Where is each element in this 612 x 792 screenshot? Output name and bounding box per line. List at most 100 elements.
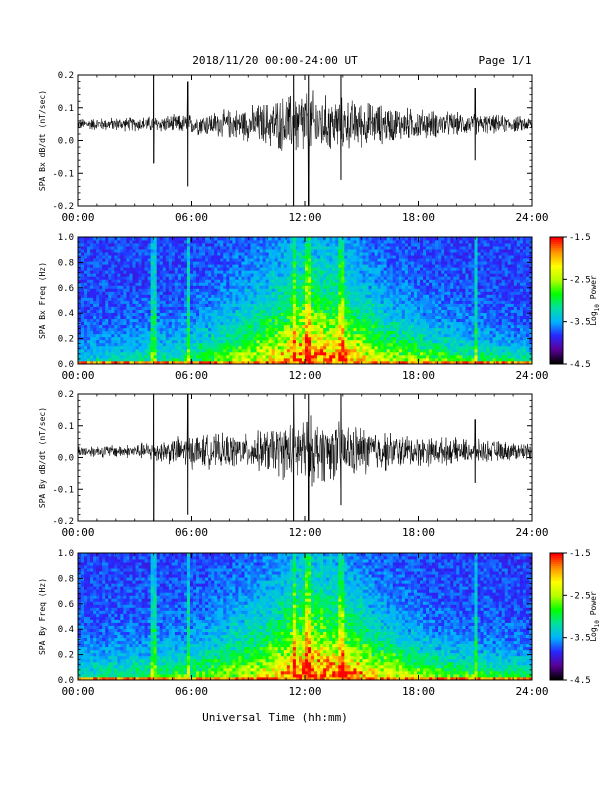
spectrogram-cell bbox=[217, 246, 221, 250]
spectrogram-cell bbox=[368, 258, 372, 262]
spectrogram-cell bbox=[329, 237, 333, 241]
spectrogram-cell bbox=[353, 333, 357, 338]
spectrogram-cell bbox=[347, 249, 351, 253]
spectrogram-cell bbox=[96, 333, 100, 338]
spectrogram-cell bbox=[292, 276, 297, 280]
spectrogram-cell bbox=[320, 351, 324, 356]
spectrogram-cell bbox=[404, 342, 409, 347]
spectrogram-cell bbox=[229, 294, 233, 298]
spectrogram-cell bbox=[120, 327, 124, 332]
spectrogram-cell bbox=[256, 324, 260, 329]
spectrogram-cell bbox=[320, 237, 324, 241]
spectrogram-cell bbox=[244, 348, 248, 353]
spectrogram-cell bbox=[208, 255, 212, 259]
spectrogram-cell bbox=[426, 270, 430, 274]
spectrogram-cell bbox=[220, 252, 224, 256]
spectrogram-cell bbox=[286, 306, 291, 310]
spectrogram-cell bbox=[286, 336, 291, 341]
spectrogram-cell bbox=[365, 294, 369, 298]
spectrogram-cell bbox=[87, 282, 91, 286]
spectrogram-cell bbox=[93, 360, 97, 365]
spectrogram-cell bbox=[208, 330, 212, 335]
spectrogram-cell bbox=[338, 348, 342, 353]
spectrogram-cell bbox=[102, 345, 106, 350]
spectrogram-cell bbox=[111, 300, 115, 304]
spectrogram-cell bbox=[374, 306, 379, 310]
spectrogram-cell bbox=[250, 240, 254, 244]
spectrogram-cell bbox=[308, 273, 312, 277]
spectrogram-cell bbox=[241, 297, 245, 301]
spectrogram-cell bbox=[407, 357, 412, 362]
spectrogram-cell bbox=[168, 324, 173, 329]
spectrogram-cell bbox=[395, 354, 400, 359]
spectrogram-cell bbox=[368, 306, 372, 310]
spectrogram-cell bbox=[123, 276, 127, 280]
spectrogram-cell bbox=[335, 264, 339, 268]
spectrogram-cell bbox=[271, 345, 276, 350]
spectrogram-cell bbox=[186, 315, 191, 320]
spectrogram-cell bbox=[96, 267, 100, 271]
spectrogram-cell bbox=[235, 339, 239, 344]
spectrogram-cell bbox=[196, 276, 200, 280]
y-tick-label: -0.2 bbox=[52, 202, 74, 212]
spectrogram-cell bbox=[84, 243, 88, 247]
spectrogram-cell bbox=[84, 345, 88, 350]
spectrogram-cell bbox=[180, 291, 185, 295]
spectrogram-cell bbox=[150, 258, 155, 262]
spectrogram-cell bbox=[129, 258, 133, 262]
spectrogram-cell bbox=[362, 285, 366, 289]
spectrogram-cell bbox=[341, 348, 345, 353]
spectrogram-cell bbox=[311, 306, 315, 310]
spectrogram-cell bbox=[117, 321, 121, 326]
plot-frame bbox=[77, 74, 533, 207]
spectrogram-cell bbox=[232, 324, 236, 329]
spectrogram-cell bbox=[317, 294, 321, 298]
spectrogram-cell bbox=[159, 357, 164, 362]
spectrogram-cell bbox=[120, 354, 124, 359]
spectrogram-cell bbox=[268, 342, 273, 347]
spectrogram-cell bbox=[277, 360, 282, 365]
spectrogram-cell bbox=[129, 267, 133, 271]
spectrogram-cell bbox=[223, 297, 227, 301]
spectrogram-cell bbox=[350, 264, 354, 268]
spectrogram-cell bbox=[132, 291, 136, 295]
spectrogram-cell bbox=[338, 246, 342, 250]
spectrogram-cell bbox=[141, 243, 145, 247]
spectrogram-cell bbox=[371, 267, 376, 271]
spectrogram-cell bbox=[383, 357, 388, 362]
spectrogram-cell bbox=[244, 306, 248, 310]
spectrogram-cell bbox=[135, 279, 139, 283]
spectrogram-cell bbox=[114, 261, 118, 265]
spectrogram-cell bbox=[317, 357, 321, 362]
spectrogram-cell bbox=[317, 270, 321, 274]
spectrogram-cell bbox=[259, 309, 264, 313]
spectrogram-cell bbox=[138, 339, 142, 344]
spectrogram-cell bbox=[308, 270, 312, 274]
spectrogram-cell bbox=[410, 351, 415, 356]
spectrogram-cell bbox=[356, 324, 360, 329]
spectrogram-cell bbox=[271, 303, 276, 307]
spectrogram-cell bbox=[247, 261, 251, 265]
spectrogram-cell bbox=[84, 339, 88, 344]
spectrogram-cell bbox=[238, 327, 242, 332]
spectrogram-cell bbox=[292, 324, 297, 329]
spectrogram-cell bbox=[99, 264, 103, 268]
spectrogram-cell bbox=[305, 360, 309, 365]
spectrogram-cell bbox=[171, 360, 176, 365]
spectrogram-cell bbox=[168, 360, 173, 365]
spectrogram-cell bbox=[238, 237, 242, 241]
spectrogram-cell bbox=[335, 249, 339, 253]
spectrogram-cell bbox=[380, 288, 385, 292]
spectrogram-cell bbox=[193, 264, 197, 268]
spectrogram-cell bbox=[87, 327, 91, 332]
spectrogram-cell bbox=[114, 342, 118, 347]
spectrogram-cell bbox=[96, 351, 100, 356]
spectrogram-cell bbox=[314, 252, 318, 256]
spectrogram-cell bbox=[165, 303, 170, 307]
spectrogram-cell bbox=[292, 255, 297, 259]
spectrogram-cell bbox=[404, 336, 409, 341]
spectrogram-cell bbox=[247, 279, 251, 283]
spectrogram-cell bbox=[153, 246, 158, 250]
spectrogram-cell bbox=[111, 357, 115, 362]
spectrogram-cell bbox=[105, 303, 109, 307]
